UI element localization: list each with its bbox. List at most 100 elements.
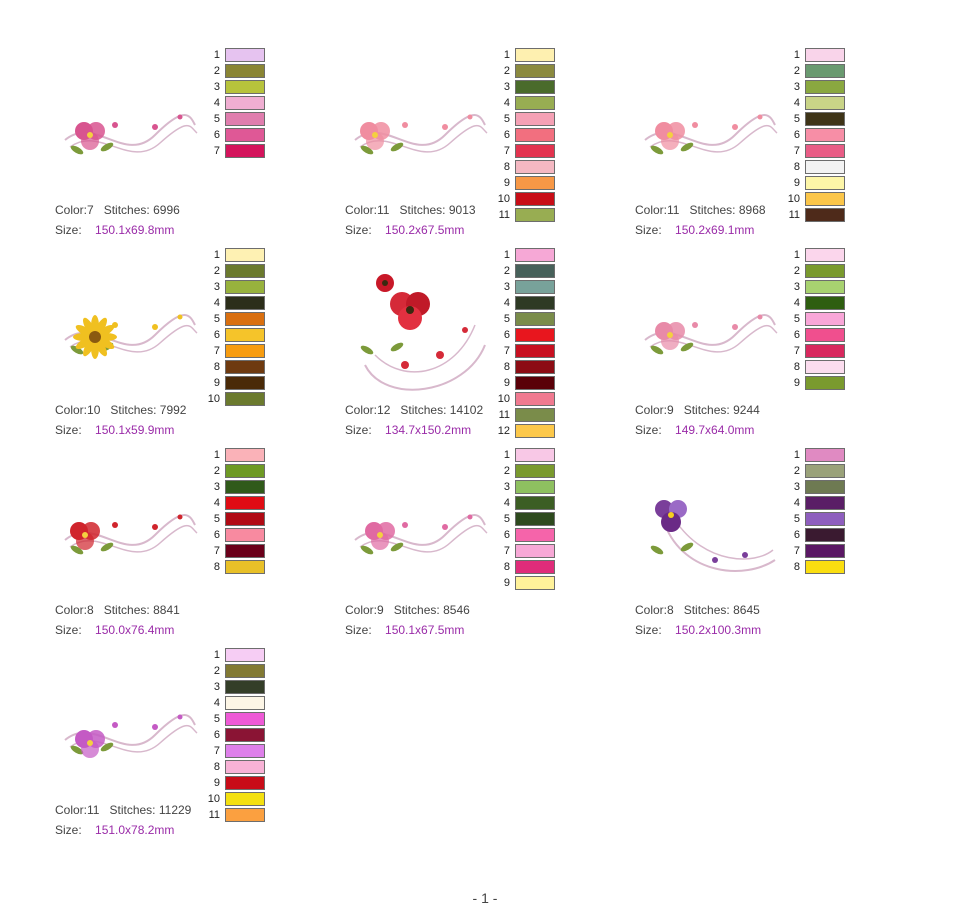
stitch-count: 14102 (449, 403, 484, 417)
palette-row: 2 (203, 63, 273, 79)
design-stats: Color:12 Stitches: 14102 (345, 402, 483, 418)
palette-row: 3 (783, 79, 853, 95)
color-label: Color: (345, 603, 378, 617)
color-index: 6 (793, 529, 800, 541)
color-swatch (225, 712, 265, 726)
color-index: 5 (503, 513, 510, 525)
thread-palette: 1 2 3 4 5 6 7 8 9 10 11 (783, 47, 853, 223)
color-index: 9 (503, 177, 510, 189)
color-swatch (515, 392, 555, 406)
design-card: 1 2 3 4 5 6 7 8 9 10 Color:10 Stitches: 7992 Size: … (55, 247, 295, 442)
color-index: 2 (503, 465, 510, 477)
palette-row: 8 (203, 759, 273, 775)
palette-row: 5 (493, 311, 563, 327)
size-label: Size: (635, 223, 662, 237)
color-index: 8 (793, 561, 800, 573)
palette-row: 2 (493, 463, 563, 479)
size-value: 150.1x59.9mm (95, 423, 175, 437)
thread-palette: 1 2 3 4 5 6 7 8 (783, 447, 853, 575)
palette-row: 3 (493, 79, 563, 95)
color-swatch (805, 496, 845, 510)
color-label: Color: (55, 603, 88, 617)
design-size: Size: 150.1x67.5mm (345, 622, 464, 638)
color-index: 7 (213, 145, 220, 157)
color-swatch (225, 344, 265, 358)
color-count: 12 (377, 403, 391, 417)
design-stats: Color:11 Stitches: 8968 (635, 202, 766, 218)
design-size: Size: 150.2x67.5mm (345, 222, 464, 238)
color-index: 1 (213, 449, 220, 461)
color-index: 9 (213, 377, 220, 389)
color-index: 3 (503, 481, 510, 493)
size-value: 150.2x100.3mm (675, 623, 762, 637)
color-swatch (515, 312, 555, 326)
size-value: 134.7x150.2mm (385, 423, 472, 437)
palette-row: 11 (203, 807, 273, 823)
color-index: 2 (213, 665, 220, 677)
palette-row: 8 (493, 559, 563, 575)
color-index: 1 (213, 49, 220, 61)
color-index: 3 (213, 281, 220, 293)
palette-row: 3 (203, 679, 273, 695)
stitch-count: 8546 (443, 603, 470, 617)
color-swatch (225, 528, 265, 542)
color-index: 2 (503, 65, 510, 77)
palette-row: 6 (203, 327, 273, 343)
palette-row: 8 (783, 559, 853, 575)
palette-row: 5 (203, 511, 273, 527)
palette-row: 5 (783, 111, 853, 127)
palette-row: 4 (203, 295, 273, 311)
palette-row: 2 (493, 63, 563, 79)
color-index: 6 (213, 329, 220, 341)
palette-row: 6 (783, 127, 853, 143)
color-swatch (225, 648, 265, 662)
color-swatch (515, 280, 555, 294)
color-swatch (515, 360, 555, 374)
color-swatch (805, 64, 845, 78)
design-size: Size: 134.7x150.2mm (345, 422, 471, 438)
color-index: 1 (793, 49, 800, 61)
color-swatch (225, 776, 265, 790)
color-count: 9 (377, 603, 384, 617)
stitches-label: Stitches: (109, 803, 156, 817)
palette-row: 1 (783, 447, 853, 463)
color-swatch (515, 512, 555, 526)
color-swatch (515, 448, 555, 462)
palette-row: 1 (203, 647, 273, 663)
color-swatch (805, 512, 845, 526)
color-index: 6 (503, 529, 510, 541)
size-label: Size: (55, 823, 82, 837)
color-index: 7 (213, 745, 220, 757)
palette-row: 5 (493, 111, 563, 127)
palette-row: 1 (203, 47, 273, 63)
design-card: 1 2 3 4 5 6 7 8 9 10 11 Color:11 Stitches: 11229 Siz… (55, 647, 295, 842)
palette-row: 11 (783, 207, 853, 223)
palette-row: 12 (493, 423, 563, 439)
color-index: 8 (503, 561, 510, 573)
stitches-label: Stitches: (399, 203, 446, 217)
design-size: Size: 150.0x76.4mm (55, 622, 174, 638)
color-label: Color: (635, 603, 668, 617)
color-index: 3 (793, 81, 800, 93)
palette-row: 3 (203, 79, 273, 95)
stitch-count: 8968 (738, 203, 766, 217)
color-swatch (805, 96, 845, 110)
color-index: 3 (503, 281, 510, 293)
color-count: 8 (667, 603, 674, 617)
color-swatch (225, 128, 265, 142)
design-thumbnail (345, 55, 493, 200)
color-label: Color: (345, 403, 378, 417)
design-size: Size: 150.1x69.8mm (55, 222, 174, 238)
color-swatch (225, 728, 265, 742)
design-size: Size: 150.2x69.1mm (635, 222, 754, 238)
design-stats: Color:9 Stitches: 9244 (635, 402, 760, 418)
color-swatch (515, 64, 555, 78)
palette-row: 4 (783, 295, 853, 311)
palette-row: 9 (493, 375, 563, 391)
color-label: Color: (55, 803, 88, 817)
color-count: 7 (87, 203, 94, 217)
palette-row: 9 (493, 175, 563, 191)
color-swatch (805, 480, 845, 494)
stitches-label: Stitches: (393, 603, 440, 617)
color-index: 6 (793, 329, 800, 341)
